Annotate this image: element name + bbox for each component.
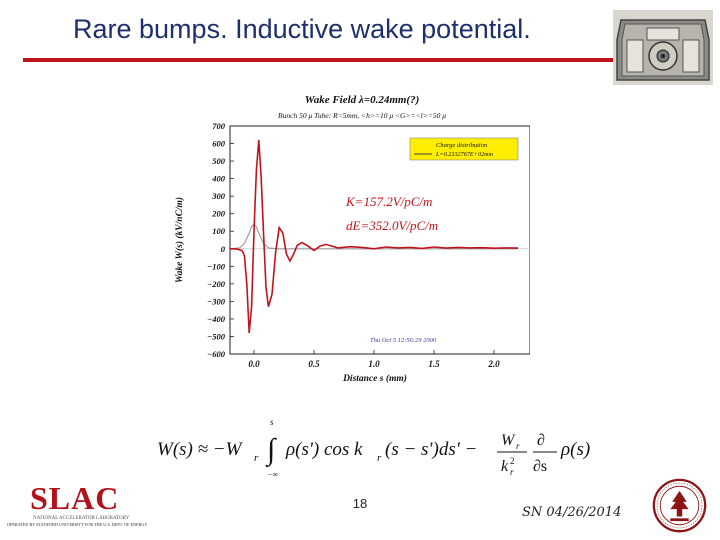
legend-box — [409, 137, 519, 161]
x-tick-label: 2.0 — [487, 359, 500, 369]
chart-subtitle: Bunch 50 μ Tube: R=5mm, <h>=10 μ <G>=<l>… — [278, 111, 446, 120]
svg-text:r: r — [377, 452, 382, 464]
svg-text:∫: ∫ — [265, 433, 277, 468]
svg-text:(s − s')ds' −: (s − s')ds' − — [385, 439, 477, 460]
svg-text:−∞: −∞ — [268, 470, 279, 479]
chart-timestamp: Thu Oct 5 12:56:29 2000 — [370, 337, 437, 344]
svg-text:s: s — [270, 417, 274, 427]
svg-text:∂s: ∂s — [533, 458, 547, 475]
y-tick-label: 600 — [212, 139, 226, 149]
stanford-seal — [652, 478, 707, 533]
wake-potential-formula: W(s) ≈ −W r ∫ s −∞ ρ(s') cos k r (s − s'… — [157, 417, 590, 479]
y-tick-label: −200 — [207, 279, 226, 289]
y-tick-label: −300 — [207, 296, 226, 306]
slide-title: Rare bumps. Inductive wake potential. — [73, 14, 531, 44]
y-tick-label: 700 — [212, 121, 226, 131]
page-number: 18 — [352, 496, 368, 511]
svg-text:r: r — [516, 441, 520, 451]
legend-entry-label: L=0.2332767E+02mm — [435, 151, 494, 158]
wake-field-chart: Wake Field λ=0.24mm(?) Bunch 50 μ Tube: … — [174, 94, 530, 384]
slac-logo-name: SLAC — [30, 480, 119, 516]
slac-logo-tagline: OPERATED BY STANFORD UNIVERSITY FOR THE … — [7, 522, 147, 527]
svg-text:2: 2 — [510, 456, 515, 466]
annotation-loss-factor: K=157.2V/pC/m — [345, 194, 432, 209]
x-tick-label: 1.0 — [368, 359, 380, 369]
x-tick-label: 0.0 — [248, 359, 260, 369]
wakefield-hardware-photo — [613, 10, 713, 85]
svg-text:∂: ∂ — [537, 432, 545, 449]
legend: Charge distribution L=0.2332767E+02mm — [409, 137, 519, 161]
wake-potential-curve — [230, 139, 519, 334]
annotation-energy-change: dE=352.0V/pC/m — [346, 218, 438, 233]
svg-text:k: k — [501, 458, 509, 475]
svg-text:ρ(s): ρ(s) — [560, 439, 590, 460]
title-divider — [23, 58, 615, 62]
y-tick-label: 500 — [212, 156, 226, 166]
x-tick-label: 1.5 — [428, 359, 440, 369]
x-tick-label: 0.5 — [308, 359, 320, 369]
y-tick-label: −600 — [207, 349, 226, 359]
y-tick-label: 100 — [212, 226, 226, 236]
slac-logo: SLAC NATIONAL ACCELERATOR LABORATORY OPE… — [7, 480, 147, 527]
svg-text:r: r — [254, 452, 259, 464]
y-tick-label: 400 — [211, 174, 226, 184]
svg-text:W(s) ≈ −W: W(s) ≈ −W — [157, 439, 244, 460]
y-tick-label: 200 — [211, 209, 226, 219]
legend-entry-title: Charge distribution — [436, 142, 487, 149]
chart-title: Wake Field λ=0.24mm(?) — [305, 94, 420, 106]
y-tick-label: −500 — [207, 331, 226, 341]
svg-text:W: W — [501, 432, 516, 449]
y-tick-label: −400 — [207, 314, 226, 324]
y-axis-label: Wake W(s) (kV/nC/m) — [174, 197, 185, 283]
plot-frame — [229, 125, 530, 355]
y-tick-label: 300 — [211, 191, 226, 201]
x-axis-label: Distance s (mm) — [342, 373, 407, 384]
svg-text:ρ(s') cos k: ρ(s') cos k — [285, 439, 363, 460]
slac-logo-subtitle: NATIONAL ACCELERATOR LABORATORY — [33, 516, 130, 521]
y-tick-label: −100 — [207, 261, 226, 271]
y-tick-label: 0 — [221, 244, 226, 254]
footer-date: SN 04/26/2014 — [522, 505, 622, 520]
svg-text:r: r — [510, 467, 514, 477]
